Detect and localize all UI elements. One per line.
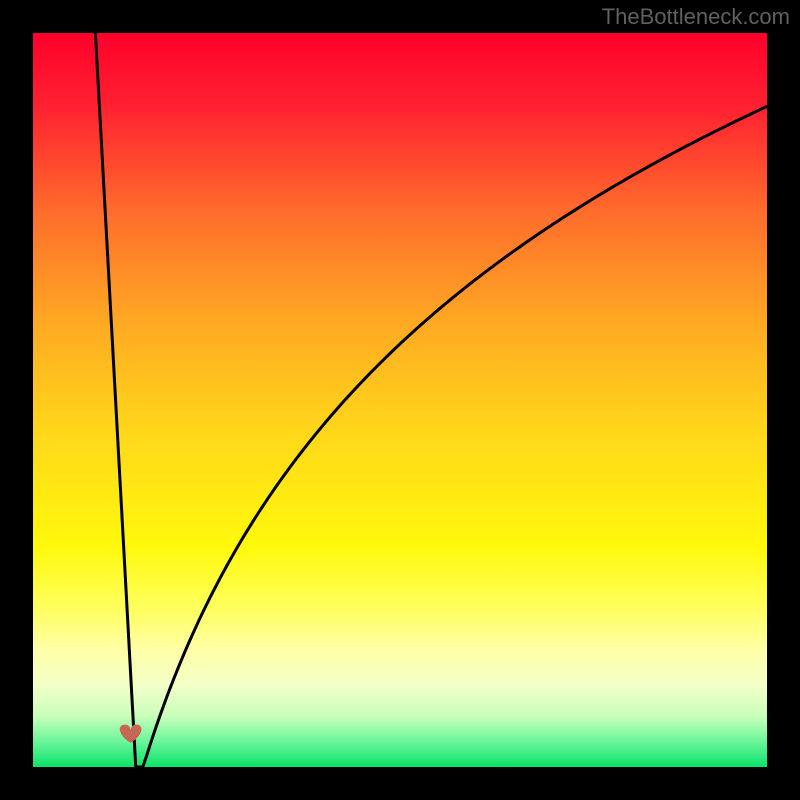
chart-plot-area (33, 33, 767, 767)
watermark-text: TheBottleneck.com (602, 4, 790, 30)
